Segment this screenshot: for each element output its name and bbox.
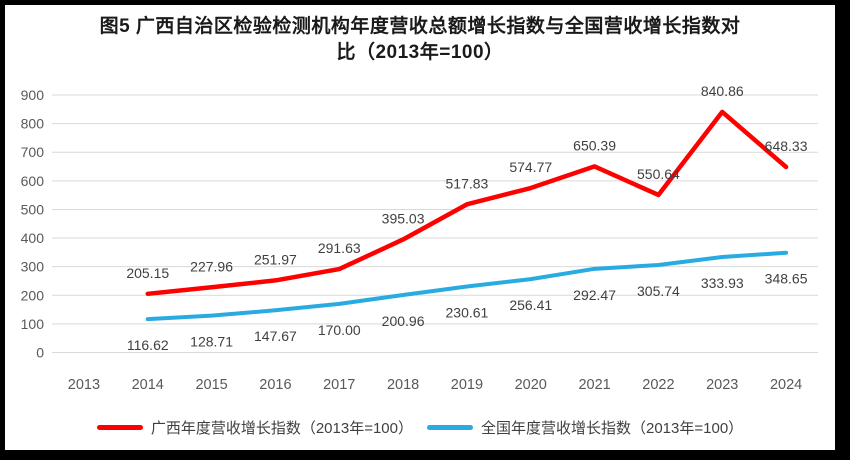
y-tick-700: 700 [21,144,45,160]
data-label-s1-2016: 147.67 [254,328,297,344]
national-line-swatch [427,425,473,430]
x-tick-2015: 2015 [195,377,227,393]
legend-label-national: 全国年度营收增长指数（2013年=100） [481,420,744,437]
chart-title-line1: 图5 广西自治区检验检测机构年度营收总额增长指数与全国营收增长指数对 [99,16,741,37]
y-tick-0: 0 [36,345,44,361]
x-tick-2022: 2022 [642,377,674,393]
x-tick-2014: 2014 [132,377,164,393]
data-label-s1-2014: 116.62 [127,337,169,353]
x-tick-2024: 2024 [770,377,802,393]
legend-item-national: 全国年度营收增长指数（2013年=100） [427,417,743,438]
chart-legend: 广西年度营收增长指数（2013年=100） 全国年度营收增长指数（2013年=1… [5,417,835,438]
data-label-s0-2017: 291.63 [318,240,361,256]
x-tick-2018: 2018 [387,377,419,393]
x-tick-2021: 2021 [578,377,610,393]
data-label-s0-2014: 205.15 [126,265,169,281]
data-label-s0-2015: 227.96 [190,258,233,274]
data-label-s0-2016: 251.97 [254,251,297,267]
data-label-s1-2015: 128.71 [190,334,233,350]
x-tick-2020: 2020 [515,377,547,393]
data-label-s0-2019: 517.83 [446,175,489,191]
y-tick-900: 900 [21,87,45,103]
x-tick-2016: 2016 [259,377,291,393]
y-tick-100: 100 [21,316,45,332]
data-label-s0-2023: 840.86 [701,83,744,99]
y-tick-400: 400 [21,230,45,246]
data-label-s0-2021: 650.39 [573,137,616,153]
x-tick-2017: 2017 [323,377,355,393]
data-label-s1-2022: 305.74 [637,283,680,299]
data-label-s0-2018: 395.03 [382,210,425,226]
data-label-s1-2017: 170.00 [318,322,361,338]
data-label-s0-2022: 550.64 [637,166,680,182]
data-label-s0-2020: 574.77 [509,159,552,175]
y-tick-300: 300 [21,259,45,275]
series-line-1 [145,250,789,322]
guangxi-line-swatch [96,425,143,430]
y-tick-200: 200 [21,287,45,303]
data-label-s0-2024: 648.33 [765,138,808,154]
line-chart: 0 100 200 300 400 500 600 700 800 900 2013 2014 2015… [21,83,818,393]
y-tick-500: 500 [21,201,45,217]
data-label-s1-2021: 292.47 [573,287,616,303]
data-label-s1-2019: 230.61 [446,305,489,321]
chart-title-line2: 比（2013年=100） [336,41,504,63]
data-label-s1-2020: 256.41 [509,297,552,313]
y-tick-800: 800 [21,116,45,132]
y-tick-600: 600 [21,173,45,189]
x-tick-2023: 2023 [706,377,738,393]
legend-label-guangxi: 广西年度营收增长指数（2013年=100） [150,420,413,437]
data-label-s1-2018: 200.96 [382,313,425,329]
data-label-s1-2024: 348.65 [765,271,808,287]
data-label-s1-2023: 333.93 [701,275,744,291]
x-tick-2019: 2019 [451,377,483,393]
series-line-0 [145,109,789,297]
legend-item-guangxi: 广西年度营收增长指数（2013年=100） [96,417,413,438]
chart-content: 图5 广西自治区检验检测机构年度营收总额增长指数与全国营收增长指数对 比（201… [5,5,835,450]
chart-title: 图5 广西自治区检验检测机构年度营收总额增长指数与全国营收增长指数对 比（201… [5,14,835,65]
x-tick-2013: 2013 [68,377,100,393]
